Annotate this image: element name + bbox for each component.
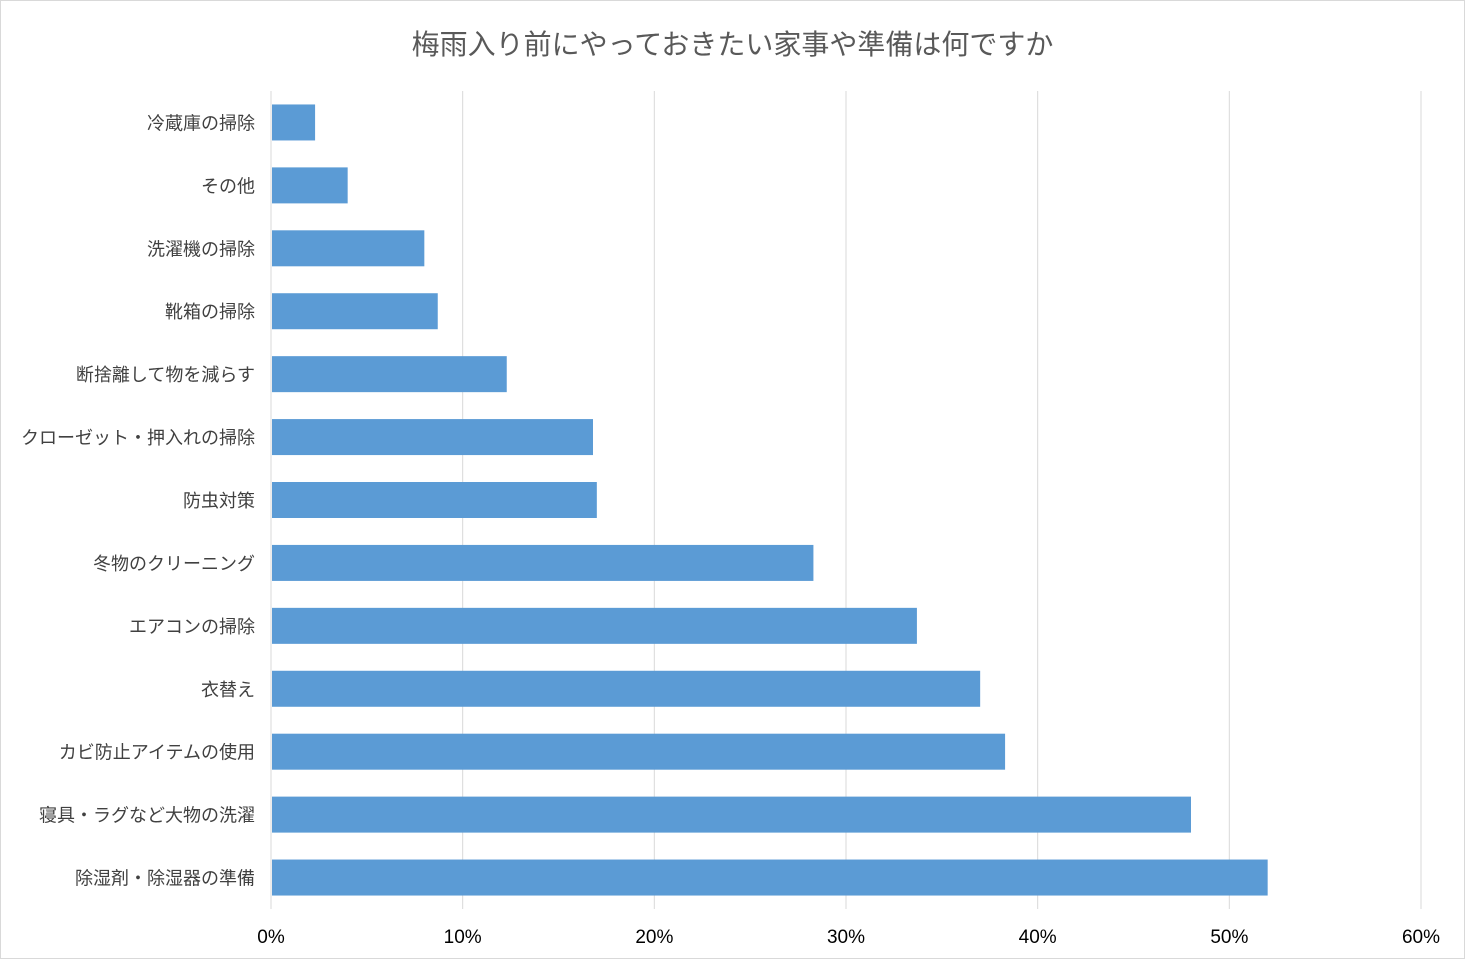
x-tick-label: 0%	[257, 927, 285, 948]
category-label: 冷蔵庫の掃除	[147, 113, 255, 134]
category-label: 寝具・ラグなど大物の洗濯	[39, 806, 255, 827]
bar	[272, 670, 981, 707]
x-tick-label: 60%	[1402, 927, 1440, 948]
bar	[272, 733, 1006, 770]
bars	[272, 104, 1268, 896]
bar	[272, 419, 593, 456]
category-label: 衣替え	[201, 680, 255, 701]
category-label: 除湿剤・除湿器の準備	[75, 869, 255, 890]
bar	[272, 356, 507, 393]
category-label: カビ防止アイテムの使用	[59, 743, 255, 764]
bar	[272, 482, 597, 518]
category-label: クローゼット・押入れの掃除	[21, 428, 255, 449]
category-label: 防虫対策	[183, 491, 255, 512]
category-label: 洗濯機の掃除	[147, 239, 255, 260]
bar	[272, 167, 348, 204]
bar	[272, 230, 425, 267]
x-tick-label: 10%	[444, 927, 482, 948]
category-label: 靴箱の掃除	[165, 302, 255, 323]
chart-title: 梅雨入り前にやっておきたい家事や準備は何ですか	[411, 28, 1054, 61]
bar	[272, 607, 917, 644]
gridlines	[462, 91, 1422, 909]
category-labels: 冷蔵庫の掃除その他洗濯機の掃除靴箱の掃除断捨離して物を減らすクローゼット・押入れ…	[21, 113, 255, 889]
x-tick-labels: 0% 10% 20% 30% 40% 50% 60%	[257, 927, 1440, 948]
category-label: エアコンの掃除	[129, 617, 255, 638]
category-label: 断捨離して物を減らす	[76, 365, 255, 386]
category-label: その他	[201, 176, 255, 197]
bar	[272, 293, 438, 330]
x-tick-label: 20%	[635, 927, 673, 948]
x-tick-label: 30%	[827, 927, 865, 948]
x-tick-label: 50%	[1210, 927, 1248, 948]
bar	[272, 859, 1268, 896]
x-tick-label: 40%	[1019, 927, 1057, 948]
bar	[272, 796, 1191, 833]
bar	[272, 104, 316, 141]
category-label: 冬物のクリーニング	[93, 554, 255, 575]
bar	[272, 544, 814, 581]
